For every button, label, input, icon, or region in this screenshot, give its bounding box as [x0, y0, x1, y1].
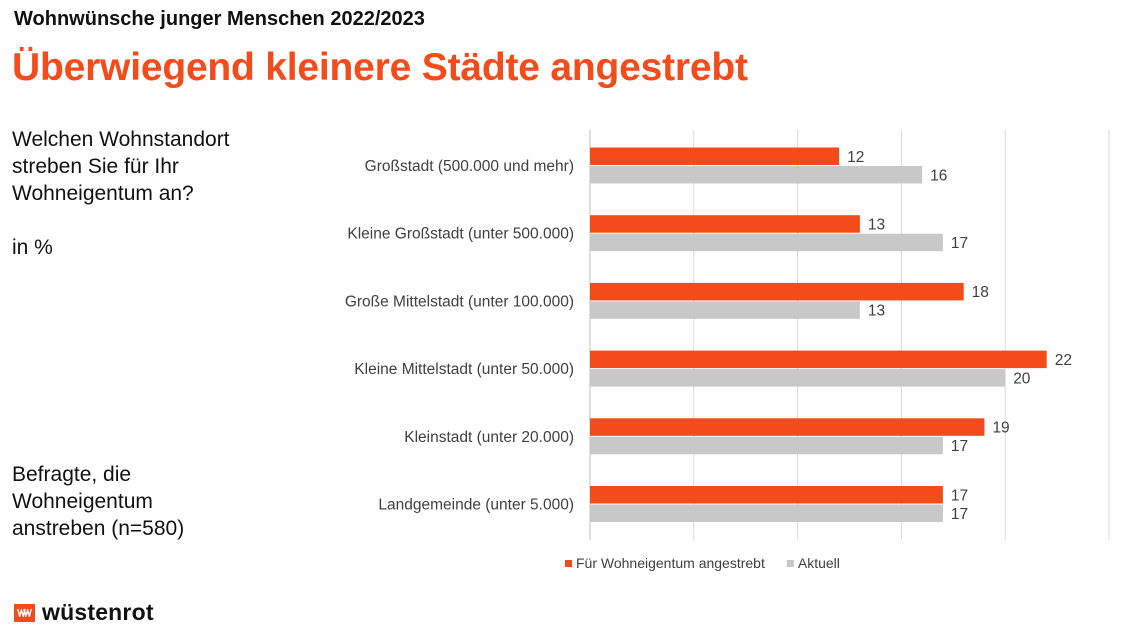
data-label: 18: [972, 284, 989, 301]
data-label: 12: [847, 149, 864, 166]
logo-w-glyph: [17, 608, 32, 617]
bar: [590, 418, 985, 436]
category-label: Kleine Mittelstadt (unter 50.000): [354, 361, 574, 378]
chart-bars: [590, 147, 1047, 522]
data-label: 20: [1013, 370, 1031, 387]
survey-question: Welchen Wohnstandort streben Sie für Ihr…: [12, 128, 230, 205]
brand-logo: wüstenrot: [14, 599, 154, 626]
bar: [590, 233, 943, 252]
bar: [590, 486, 943, 504]
chart-supertitle: Wohnwünsche junger Menschen 2022/2023: [14, 8, 425, 30]
category-label: Kleinstadt (unter 20.000): [404, 429, 574, 446]
sample-note: Befragte, die Wohneigentum anstreben (n=…: [12, 463, 185, 540]
data-label: 17: [951, 506, 968, 523]
bar: [590, 147, 840, 165]
bar: [590, 504, 943, 522]
chart-title: Überwiegend kleinere Städte angestrebt: [12, 46, 748, 89]
bar: [590, 215, 860, 233]
data-label: 13: [868, 303, 885, 320]
legend-label: Für Wohneigentum angestrebt: [576, 555, 765, 571]
data-label: 17: [951, 235, 968, 252]
legend-swatch: [565, 560, 572, 567]
category-label: Kleine Großstadt (unter 500.000): [347, 226, 574, 243]
data-label: 17: [951, 438, 968, 455]
data-label: 13: [868, 216, 885, 233]
legend-swatch: [786, 560, 794, 567]
legend-label: Aktuell: [798, 555, 840, 571]
chart-legend: Für Wohneigentum angestrebt Aktuell: [565, 555, 840, 571]
bar: [590, 369, 1006, 387]
bar: [590, 282, 964, 301]
data-label: 17: [951, 487, 968, 504]
unit-label: in %: [12, 236, 53, 259]
data-label: 22: [1055, 352, 1072, 369]
category-label: Großstadt (500.000 und mehr): [365, 158, 574, 175]
data-label: 16: [930, 167, 947, 184]
wuestenrot-logo-icon: [14, 603, 35, 622]
bar: [590, 350, 1047, 369]
category-label: Landgemeinde (unter 5.000): [378, 497, 574, 514]
category-label: Große Mittelstadt (unter 100.000): [345, 293, 574, 310]
bar: [590, 166, 923, 184]
bar: [590, 301, 860, 319]
chart-gridlines: [589, 130, 1110, 540]
bar: [590, 436, 943, 455]
chart-labels: Großstadt (500.000 und mehr) 12 16 Kleine G…: [345, 149, 1072, 523]
data-label: 19: [992, 420, 1009, 437]
brand-name: wüstenrot: [42, 599, 154, 625]
